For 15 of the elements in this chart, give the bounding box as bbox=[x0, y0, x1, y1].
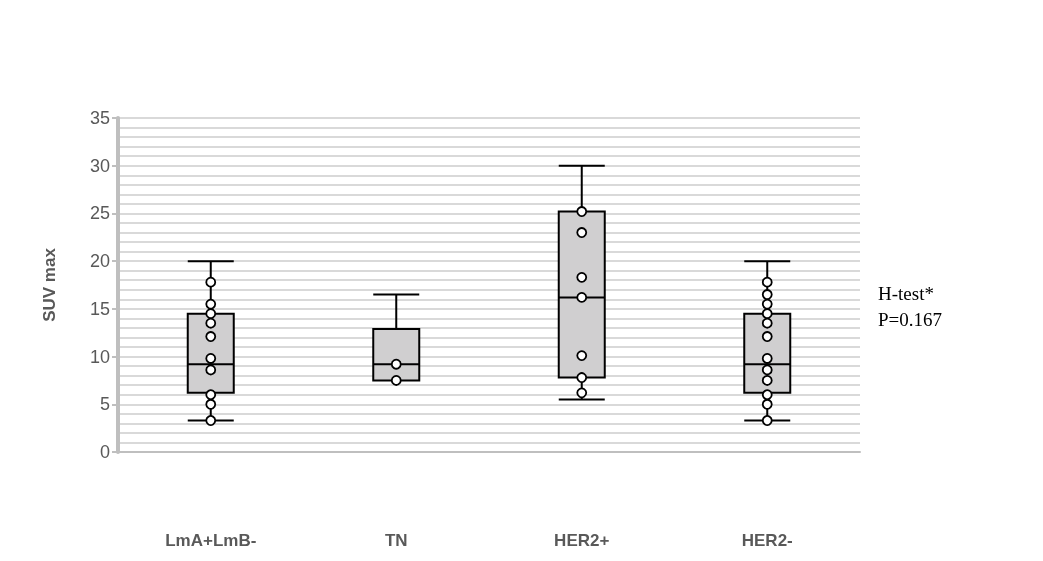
y-tick-label: 25 bbox=[89, 203, 110, 224]
text: P=0.167 bbox=[878, 309, 943, 330]
x-tick-label: HER2+ bbox=[554, 531, 610, 550]
y-tick-label: 30 bbox=[89, 155, 110, 176]
y-tick-label: 0 bbox=[99, 442, 110, 462]
y-tick-label: 20 bbox=[89, 251, 110, 272]
x-tick-label: HER2- bbox=[741, 531, 793, 550]
y-tick-label: 35 bbox=[89, 108, 110, 128]
x-tick-label: TN bbox=[384, 531, 408, 550]
text: H-test* bbox=[878, 283, 934, 304]
y-tick-label: 5 bbox=[99, 394, 110, 415]
y-tick-label: 10 bbox=[89, 346, 110, 367]
y-tick-label: 15 bbox=[89, 298, 110, 319]
x-tick-label: LmA+LmB- bbox=[165, 531, 257, 550]
y-axis-title: SUV max bbox=[40, 247, 59, 322]
